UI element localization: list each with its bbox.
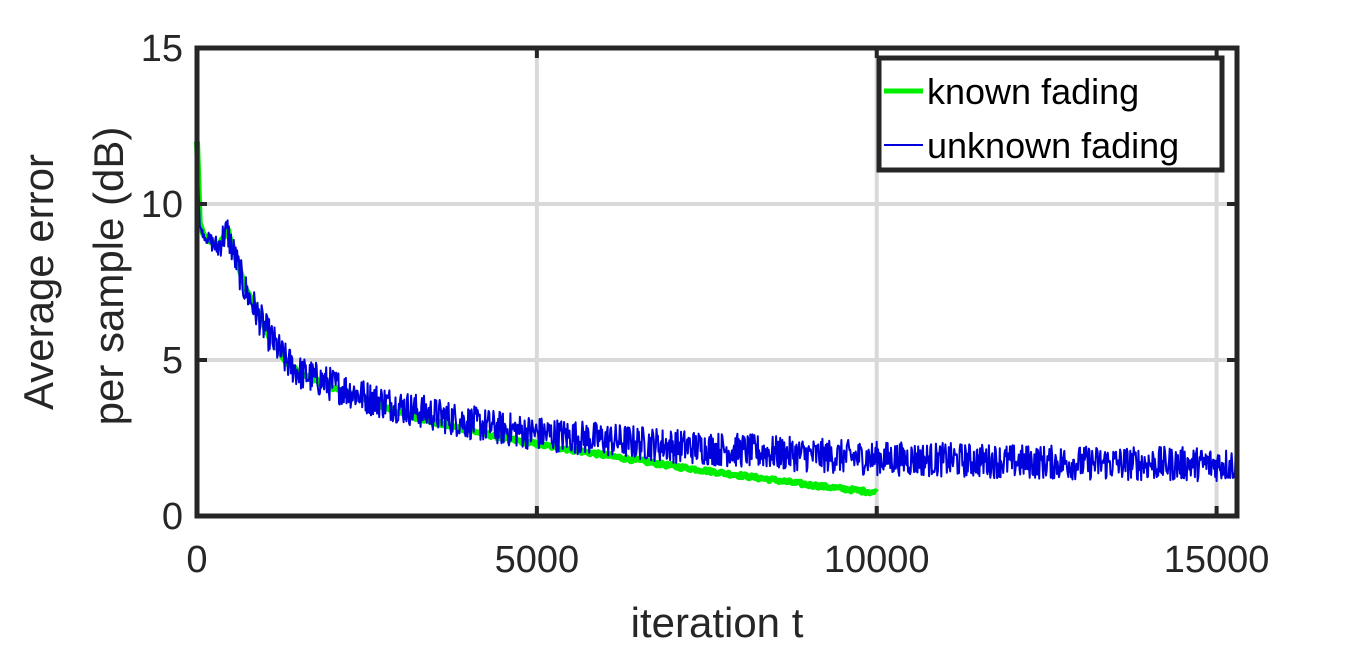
legend-label-known-fading: known fading <box>927 71 1139 112</box>
x-tick-label: 5000 <box>495 539 580 581</box>
tick-labels: 0 5000 10000 15000 0 5 10 15 <box>141 28 1270 581</box>
tick-marks <box>195 46 1237 518</box>
series-line-unknown-fading <box>196 135 1238 483</box>
y-axis-label-line-1: Average error <box>15 154 62 410</box>
grid-lines <box>197 48 1237 516</box>
y-tick-label: 15 <box>141 28 183 70</box>
y-tick-label: 5 <box>162 340 183 382</box>
x-axis-label: iteration t <box>631 599 804 646</box>
x-tick-label: 0 <box>186 539 207 581</box>
y-axis-label-line-2: per sample (dB) <box>85 127 132 426</box>
series-layer <box>194 135 1238 497</box>
plot-frame <box>194 45 1240 519</box>
legend: known fading unknown fading <box>876 55 1225 173</box>
legend-label-unknown-fading: unknown fading <box>927 125 1179 166</box>
y-tick-label: 10 <box>141 184 183 226</box>
x-tick-label: 15000 <box>1164 539 1270 581</box>
y-tick-label: 0 <box>162 496 183 538</box>
x-tick-label: 10000 <box>824 539 930 581</box>
legend-box <box>876 55 1225 173</box>
